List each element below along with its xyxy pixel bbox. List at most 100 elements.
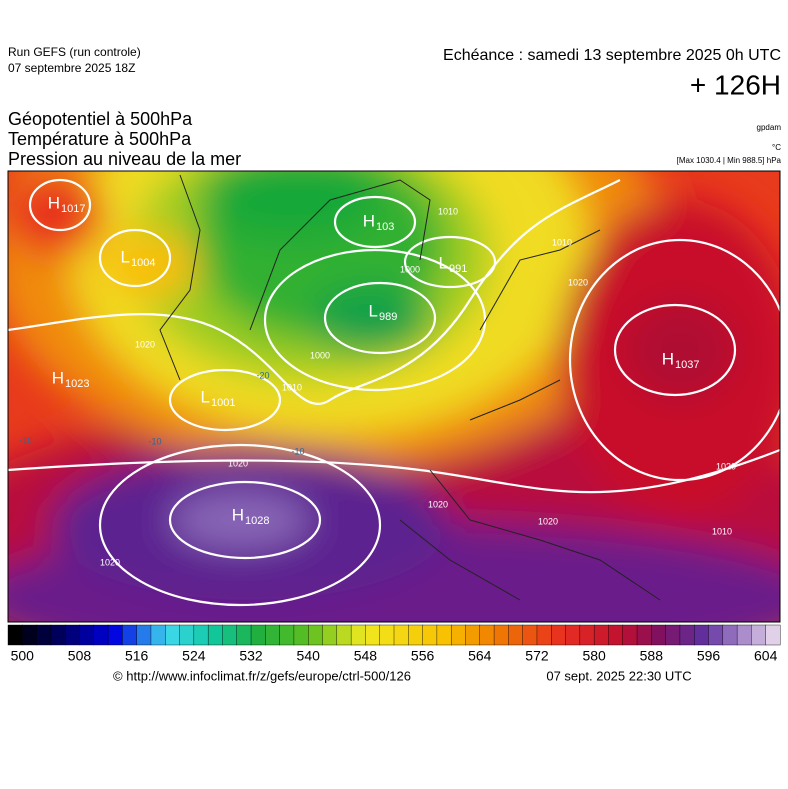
colorbar-swatch bbox=[336, 624, 352, 646]
colorbar-swatch bbox=[365, 624, 381, 646]
colorbar-swatch bbox=[708, 624, 724, 646]
center-letter: L bbox=[121, 247, 130, 266]
colorbar-swatch bbox=[79, 624, 95, 646]
colorbar-tick-label: 596 bbox=[697, 648, 721, 664]
colorbar-swatch bbox=[551, 624, 567, 646]
colorbar-swatch bbox=[136, 624, 152, 646]
contour-label: -20 bbox=[256, 370, 269, 380]
colorbar-swatch bbox=[50, 624, 66, 646]
footer-issued: 07 sept. 2025 22:30 UTC bbox=[546, 668, 691, 683]
colorbar-swatch bbox=[308, 624, 324, 646]
colorbar-tick-label: 572 bbox=[525, 648, 549, 664]
colorbar-tick-label: 524 bbox=[182, 648, 206, 664]
contour-label: 1010 bbox=[438, 206, 458, 216]
unit: [Max 1030.4 | Min 988.5] hPa bbox=[677, 156, 782, 165]
unit: gpdam bbox=[757, 123, 782, 132]
contour-label: 1000 bbox=[310, 350, 330, 360]
center-value: 1023 bbox=[65, 378, 89, 390]
center-value: 1037 bbox=[675, 359, 699, 371]
run-date: 07 septembre 2025 18Z bbox=[8, 61, 135, 75]
colorbar-swatch bbox=[179, 624, 195, 646]
colorbar-swatch bbox=[236, 624, 252, 646]
colorbar-swatch bbox=[636, 624, 652, 646]
colorbar-swatch bbox=[393, 624, 409, 646]
center-value: 991 bbox=[449, 263, 467, 275]
colorbar-swatch bbox=[379, 624, 395, 646]
colorbar-swatch bbox=[508, 624, 524, 646]
center-value: 103 bbox=[376, 221, 394, 233]
colorbar-swatch bbox=[565, 624, 581, 646]
colorbar-tick-label: 604 bbox=[754, 648, 778, 664]
colorbar-swatch bbox=[465, 624, 481, 646]
colorbar-tick-label: 548 bbox=[354, 648, 378, 664]
colorbar-tick-label: 564 bbox=[468, 648, 492, 664]
colorbar-swatch bbox=[265, 624, 281, 646]
center-letter: L bbox=[439, 253, 448, 272]
colorbar-swatch bbox=[350, 624, 366, 646]
colorbar-swatch bbox=[579, 624, 595, 646]
contour-label: -10 bbox=[148, 436, 161, 446]
center-letter: L bbox=[201, 387, 210, 406]
colorbar-swatch bbox=[651, 624, 667, 646]
colorbar-swatch bbox=[64, 624, 80, 646]
colorbar-swatch bbox=[479, 624, 495, 646]
run: Run GEFS (run controle) bbox=[8, 45, 141, 59]
colorbar-swatch bbox=[293, 624, 309, 646]
contour-label: 1020 bbox=[568, 277, 588, 287]
center-value: 1001 bbox=[211, 397, 235, 409]
colorbar-swatch bbox=[751, 624, 767, 646]
center-value: 1028 bbox=[245, 515, 269, 527]
lead-time: + 126H bbox=[690, 69, 781, 100]
colorbar-tick-label: 500 bbox=[11, 648, 35, 664]
map-frame bbox=[7, 170, 781, 623]
colorbar-swatch bbox=[7, 624, 23, 646]
colorbar-swatch bbox=[279, 624, 295, 646]
colorbar-swatch bbox=[165, 624, 181, 646]
center-value: 1017 bbox=[61, 203, 85, 215]
colorbar-swatch bbox=[765, 624, 781, 646]
center-letter: H bbox=[52, 368, 64, 387]
title: Température à 500hPa bbox=[8, 129, 192, 149]
colorbar-swatch bbox=[322, 624, 338, 646]
title: Géopotentiel à 500hPa bbox=[8, 109, 193, 129]
colorbar-swatch bbox=[36, 624, 52, 646]
colorbar-swatch bbox=[493, 624, 509, 646]
colorbar-swatch bbox=[608, 624, 624, 646]
contour-label: 1020 bbox=[538, 516, 558, 526]
contour-label: 1020 bbox=[428, 499, 448, 509]
contour-label: 1000 bbox=[400, 264, 420, 274]
center-value: 989 bbox=[379, 311, 397, 323]
contour-label: 1010 bbox=[712, 526, 732, 536]
colorbar-swatch bbox=[93, 624, 109, 646]
colorbar-tick-label: 556 bbox=[411, 648, 435, 664]
title: Pression au niveau de la mer bbox=[8, 149, 241, 169]
contour-label: 1020 bbox=[228, 458, 248, 468]
colorbar-tick-label: 508 bbox=[68, 648, 92, 664]
colorbar-swatch bbox=[665, 624, 681, 646]
footer-url: © http://www.infoclimat.fr/z/gefs/europe… bbox=[113, 668, 411, 683]
colorbar-swatch bbox=[408, 624, 424, 646]
colorbar-swatch bbox=[722, 624, 738, 646]
colorbar-swatch bbox=[150, 624, 166, 646]
unit: °C bbox=[772, 143, 781, 152]
contour-label: 1010 bbox=[552, 237, 572, 247]
center-letter: H bbox=[363, 211, 375, 230]
colorbar-swatch bbox=[593, 624, 609, 646]
colorbar-swatch bbox=[622, 624, 638, 646]
colorbar-swatch bbox=[450, 624, 466, 646]
center-letter: L bbox=[369, 301, 378, 320]
colorbar-tick-label: 532 bbox=[239, 648, 263, 664]
center-letter: H bbox=[48, 193, 60, 212]
colorbar-swatch bbox=[522, 624, 538, 646]
colorbar-swatch bbox=[694, 624, 710, 646]
colorbar-swatch bbox=[222, 624, 238, 646]
valid-time: Echéance : samedi 13 septembre 2025 0h U… bbox=[443, 47, 781, 64]
colorbar-swatch bbox=[736, 624, 752, 646]
colorbar-swatch bbox=[536, 624, 552, 646]
contour-label: 1020 bbox=[135, 339, 155, 349]
colorbar-swatch bbox=[122, 624, 138, 646]
contour-label: -10 bbox=[19, 435, 32, 445]
center-letter: H bbox=[232, 505, 244, 524]
colorbar-swatch bbox=[107, 624, 123, 646]
